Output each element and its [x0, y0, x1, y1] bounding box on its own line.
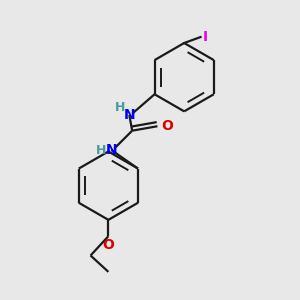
Text: H: H [96, 143, 106, 157]
Text: O: O [103, 238, 114, 252]
Text: I: I [203, 30, 208, 44]
Text: N: N [124, 108, 135, 122]
Text: H: H [115, 101, 126, 114]
Text: N: N [106, 143, 117, 157]
Text: O: O [161, 119, 173, 133]
